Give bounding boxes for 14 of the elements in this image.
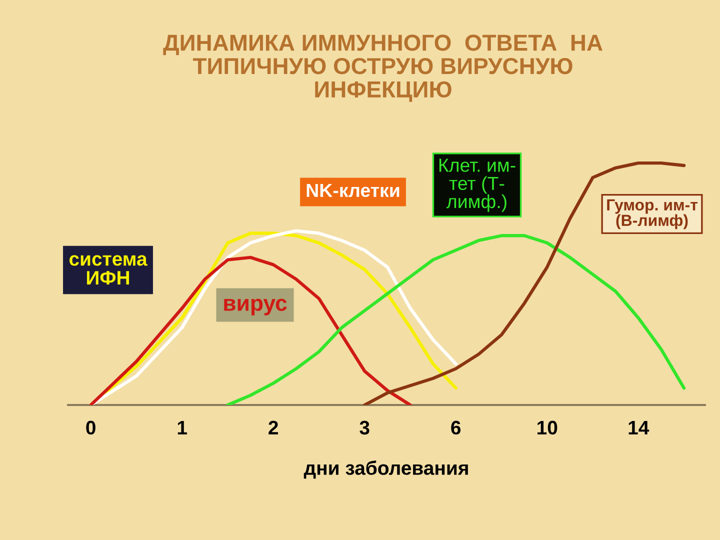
x-tick-label: 1: [178, 420, 187, 434]
x-tick-label: 2: [268, 420, 278, 434]
x-tick-label: 3: [360, 420, 370, 435]
x-axis-title: дни заболевания: [304, 460, 468, 479]
series-label: вирус: [224, 298, 287, 316]
series-label: NK-клетки: [306, 184, 400, 198]
series-label: Гумор. им-т (В-лимф): [607, 199, 698, 230]
series-label: Клет. им- тет (Т- лимф.): [439, 158, 516, 212]
x-tick-label: 14: [628, 420, 650, 434]
text: система ИФН: [69, 255, 148, 285]
chart-title: ДИНАМИКА ИММУННОГО ОТВЕТА НА ТИПИЧНУЮ ОСТРУЮ ВИРУСНУЮ ИНФЕКЦИЮ: [163, 34, 602, 102]
x-tick-label: 0: [86, 420, 96, 435]
x-tick-label: 10: [538, 420, 558, 435]
x-tick-label: 6: [451, 420, 461, 435]
